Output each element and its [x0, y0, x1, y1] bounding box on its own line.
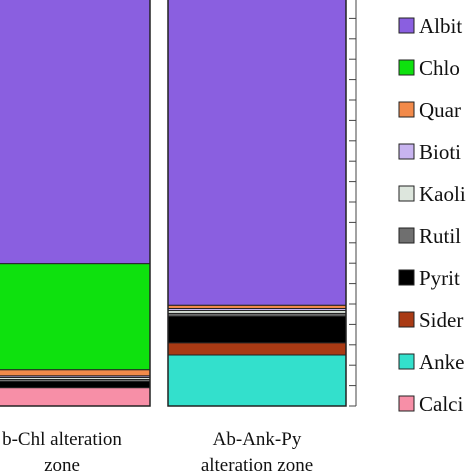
legend-label-chlo: Chlo — [419, 56, 460, 80]
legend-label-albit: Albit — [419, 14, 462, 38]
bar-segment-pyrit-1 — [0, 381, 151, 389]
legend-swatch-pyrit — [398, 269, 415, 286]
bar-segment-pyrit-2 — [167, 315, 347, 344]
bar-segment-sider-2 — [167, 342, 347, 356]
legend-label-pyrit: Pyrit — [419, 266, 460, 290]
category-label-1-line-1: b-Chl alteration — [2, 429, 122, 450]
bar-segment-chlo-1 — [0, 263, 151, 371]
legend-label-quar: Quar — [419, 98, 461, 122]
bar-outline-1 — [0, 0, 151, 407]
legend-label-anke: Anke — [419, 350, 465, 374]
category-label-2-line-1: Ab-Ank-Py — [213, 429, 302, 450]
legend-swatch-calci — [398, 395, 415, 412]
legend-swatch-albit — [398, 17, 415, 34]
bars-group — [0, 0, 347, 407]
category-label-1-line-2: zone — [44, 455, 80, 474]
legend-label-sider: Sider — [419, 308, 463, 332]
legend-label-bioti: Bioti — [419, 140, 461, 164]
bar-segment-albit-2 — [167, 0, 347, 306]
bar-segment-quar-1 — [0, 369, 151, 377]
legend-swatch-rutil — [398, 227, 415, 244]
bar-segment-albit-1 — [0, 0, 151, 265]
legend-swatch-kaoli — [398, 185, 415, 202]
legend-swatch-bioti — [398, 143, 415, 160]
bar-outline-2 — [167, 0, 347, 407]
legend-label-kaoli: Kaoli — [419, 182, 466, 206]
legend-swatch-anke — [398, 353, 415, 370]
legend-swatch-quar — [398, 101, 415, 118]
legend: Albit Chlo Quar Bioti Kaoli Rutil Pyrit Sider An… — [398, 14, 466, 416]
category-labels: b-Chl alteration zone Ab-Ank-Py alteration … — [2, 429, 313, 474]
category-label-2-line-2: alteration zone — [201, 455, 313, 474]
legend-label-calci: Calci — [419, 392, 463, 416]
y-axis — [349, 0, 357, 407]
bar-segment-calci-1 — [0, 387, 151, 407]
bar-segment-anke-2 — [167, 354, 347, 407]
legend-swatch-sider — [398, 311, 415, 328]
legend-swatch-chlo — [398, 59, 415, 76]
legend-label-rutil: Rutil — [419, 224, 461, 248]
